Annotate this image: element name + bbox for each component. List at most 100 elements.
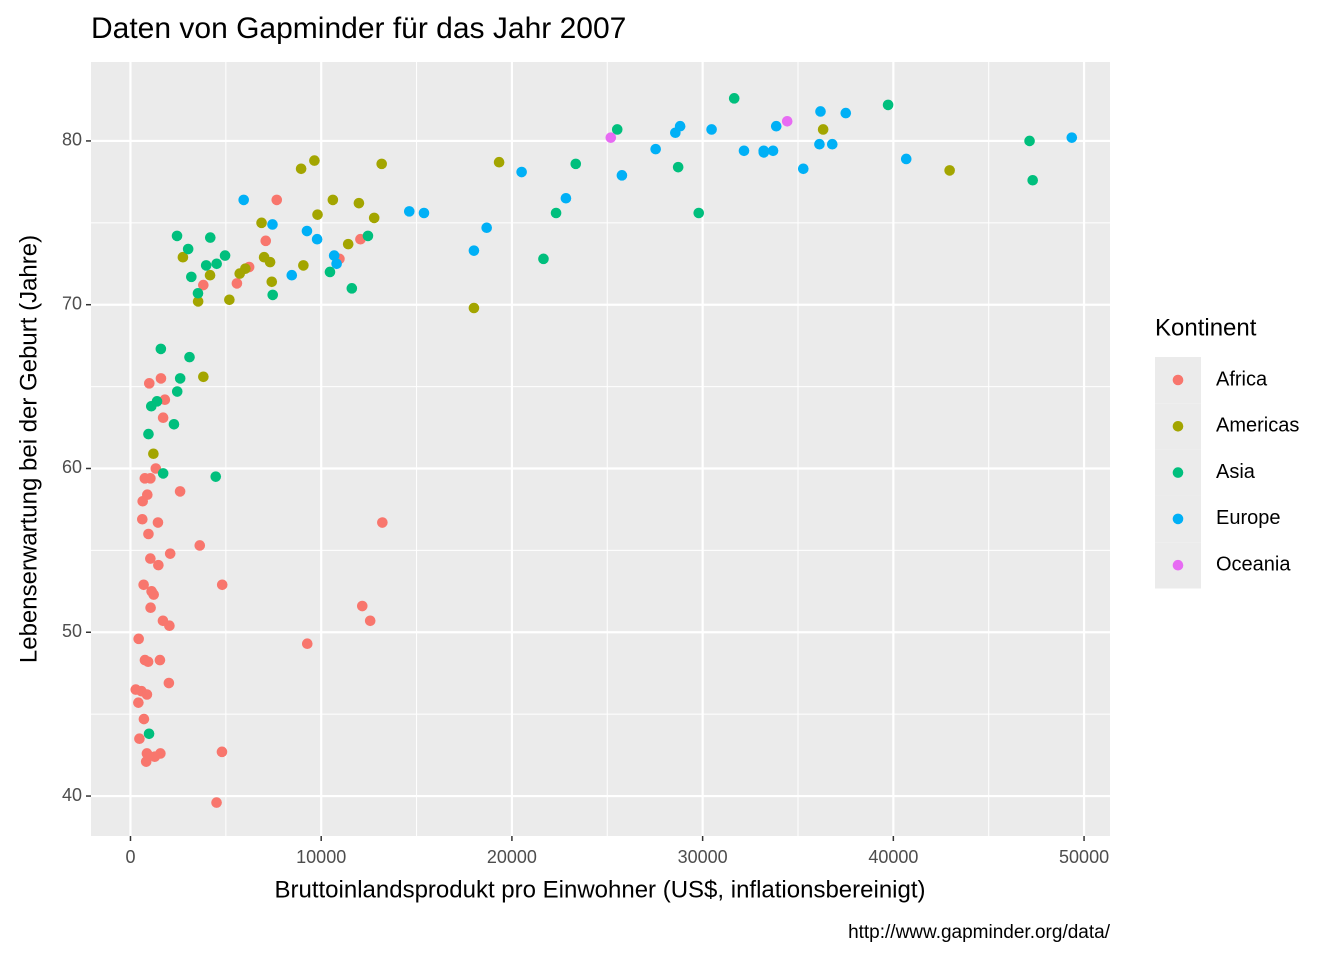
point: [155, 343, 167, 355]
point: [152, 517, 164, 528]
point: [650, 143, 661, 155]
point: [163, 677, 175, 689]
point: [516, 166, 527, 178]
x-tick-label: 40000: [868, 847, 918, 867]
point: [141, 689, 153, 700]
point: [538, 253, 549, 265]
point: [157, 468, 169, 479]
point: [481, 222, 492, 234]
point: [155, 373, 167, 384]
point: [194, 540, 206, 551]
legend-marker: [1172, 513, 1184, 525]
point: [767, 145, 779, 157]
point: [200, 260, 212, 271]
point: [264, 256, 276, 268]
point: [1027, 174, 1039, 186]
legend-marker: [1172, 559, 1184, 571]
legend-label: Oceania: [1216, 553, 1291, 575]
x-tick-label: 30000: [678, 847, 728, 867]
point: [353, 197, 365, 209]
point: [192, 296, 204, 307]
point: [298, 260, 309, 271]
point: [133, 697, 144, 708]
point: [140, 756, 152, 767]
point: [159, 394, 171, 406]
x-tick-label: 20000: [487, 847, 537, 867]
points: [130, 93, 1078, 808]
legend-marker: [1172, 421, 1184, 432]
point: [146, 586, 157, 597]
point: [267, 289, 279, 301]
point: [418, 207, 430, 219]
point: [145, 553, 156, 564]
point: [267, 219, 278, 230]
point: [211, 258, 222, 270]
point: [672, 161, 684, 173]
point: [238, 194, 250, 206]
point: [256, 217, 267, 229]
point: [550, 207, 562, 219]
x-tick-label: 10000: [296, 847, 346, 867]
point: [171, 386, 183, 397]
point: [301, 638, 313, 650]
panel: [91, 62, 1110, 836]
x-tick-label: 0: [125, 847, 135, 867]
point: [706, 124, 717, 135]
point: [342, 238, 354, 250]
point: [149, 751, 161, 763]
point: [224, 294, 235, 306]
point: [137, 513, 148, 525]
point: [693, 207, 705, 219]
point: [815, 106, 826, 117]
point: [143, 428, 154, 440]
point: [134, 733, 145, 745]
point: [198, 279, 209, 291]
legend-label: Europe: [1216, 507, 1281, 529]
point: [364, 615, 376, 627]
point: [331, 258, 342, 270]
point: [362, 230, 374, 242]
point: [271, 194, 283, 206]
legend-label: Americas: [1216, 415, 1299, 437]
point: [143, 528, 154, 540]
point: [168, 418, 180, 430]
point: [311, 233, 323, 245]
point: [138, 579, 149, 591]
point: [177, 251, 189, 263]
y-tick-label: 80: [62, 130, 82, 150]
point: [493, 156, 505, 168]
legend-label: Africa: [1216, 368, 1268, 390]
point: [184, 351, 195, 363]
point: [211, 797, 222, 808]
point: [192, 287, 204, 299]
y-tick-label: 40: [62, 785, 82, 805]
point: [260, 235, 272, 247]
point: [148, 448, 159, 460]
grid: [91, 62, 1110, 836]
point: [570, 158, 582, 170]
point: [324, 266, 336, 278]
point: [1066, 132, 1078, 143]
point: [157, 615, 169, 627]
y-tick-label: 50: [62, 621, 82, 641]
point: [219, 250, 231, 261]
legend-label: Asia: [1216, 461, 1256, 483]
chart-title: Daten von Gapminder für das Jahr 2007: [91, 12, 626, 45]
point: [758, 145, 770, 157]
point: [377, 517, 388, 528]
point: [814, 138, 825, 150]
point: [301, 225, 313, 237]
point: [611, 124, 623, 135]
point: [560, 192, 572, 204]
point: [944, 165, 955, 176]
x-tick-label: 50000: [1059, 847, 1109, 867]
point: [286, 269, 298, 281]
point: [204, 232, 216, 243]
point: [143, 728, 155, 740]
legend-marker: [1172, 374, 1184, 386]
point: [234, 268, 246, 279]
point: [840, 107, 852, 119]
legend-title: Kontinent: [1155, 314, 1257, 341]
point: [616, 170, 628, 181]
